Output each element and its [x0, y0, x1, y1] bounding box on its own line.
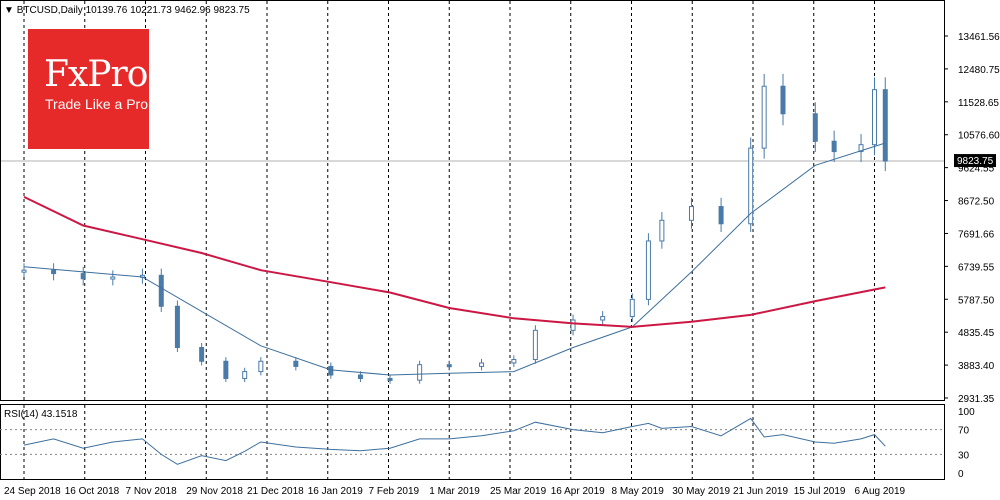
x-tick-label: 16 Apr 2019 [551, 486, 605, 497]
candle-body [258, 360, 264, 373]
rsi-levels [0, 429, 944, 455]
ma-slow-line [23, 195, 886, 328]
candle-body [872, 89, 877, 146]
rsi-axis: 100 70 30 0 [958, 407, 975, 480]
x-tick-label: 8 May 2019 [612, 486, 665, 497]
candle-body [532, 329, 538, 361]
candle-body [199, 347, 205, 362]
x-tick-label: 29 Nov 2018 [186, 486, 243, 497]
rsi-line [23, 417, 886, 465]
y-tick-label: 10576.60 [958, 131, 1000, 142]
rsi-tick-label: 0 [958, 469, 964, 480]
dropdown-triangle-icon[interactable]: ▼ [4, 5, 14, 16]
rsi-pane-frame [0, 404, 945, 480]
x-tick-label: 21 Jun 2019 [733, 486, 788, 497]
x-tick-label: 6 Aug 2019 [855, 486, 906, 497]
time-axis: 24 Sep 2018 16 Oct 2018 7 Nov 2018 29 Nov 2… [4, 486, 906, 497]
rsi-tick-label: 70 [958, 426, 970, 437]
y-tick-label: 5787.50 [958, 295, 995, 306]
y-tick-label: 11528.65 [958, 98, 999, 109]
candle-body [293, 360, 299, 367]
x-tick-label: 7 Feb 2019 [369, 486, 420, 497]
rsi-tick-label: 30 [958, 450, 970, 461]
current-price-label: 9823.75 [954, 154, 996, 168]
logo-tagline: Trade Like a Pro [45, 96, 148, 112]
candle-body [761, 85, 767, 149]
price-axis: 13461.56 12480.75 11528.65 10576.60 9624.55 8… [944, 32, 1000, 405]
candle-body [110, 276, 116, 280]
x-tick-label: 24 Sep 2018 [4, 486, 61, 497]
rsi-tick-label: 100 [958, 407, 975, 418]
y-tick-label: 2931.35 [958, 394, 995, 405]
symbol-label: BTCUSD,Daily [16, 5, 83, 16]
candle-body [328, 365, 334, 376]
candle-body [51, 269, 57, 275]
candle-body [629, 298, 635, 318]
candle-body [645, 240, 651, 300]
x-tick-label: 7 Nov 2018 [126, 486, 178, 497]
ma-fast-line [23, 142, 886, 376]
y-tick-label: 7691.66 [958, 229, 995, 240]
fxpro-logo: FxPro Trade Like a Pro [28, 29, 149, 149]
y-tick-label: 4835.45 [958, 328, 995, 339]
candle-body [80, 273, 86, 280]
candle-series [21, 73, 888, 384]
candle-body [748, 147, 754, 225]
x-tick-label: 30 May 2019 [672, 486, 730, 497]
x-tick-label: 16 Oct 2018 [65, 486, 120, 497]
symbol-header: ▼ BTCUSD,Daily 10139.76 10221.73 9462.96… [4, 5, 250, 17]
y-tick-label: 13461.56 [958, 32, 1000, 43]
ohlc-values: 10139.76 10221.73 9462.96 9823.75 [85, 5, 250, 16]
candle-body [357, 374, 363, 379]
candle-body [174, 305, 180, 349]
x-tick-label: 15 Jul 2019 [794, 486, 846, 497]
candle-body [446, 364, 452, 368]
y-tick-label: 6739.55 [958, 262, 995, 273]
candle-body [659, 219, 665, 242]
x-tick-label: 16 Jan 2019 [308, 486, 363, 497]
candle-body [223, 360, 229, 379]
rsi-label: RSI(14) 43.1518 [4, 409, 78, 420]
candle-body [479, 362, 485, 367]
candle-body [858, 144, 864, 153]
x-tick-label: 21 Dec 2018 [247, 486, 304, 497]
x-tick-label: 1 Mar 2019 [429, 486, 480, 497]
rsi-header: RSI(14) 43.1518 [4, 409, 77, 421]
candle-body [570, 319, 576, 331]
current-price-label-text: 9823.75 [957, 156, 994, 167]
candle-body [417, 364, 423, 381]
x-tick-label: 25 Mar 2019 [490, 486, 547, 497]
y-tick-label: 12480.75 [958, 65, 1000, 76]
current-price-label-box [954, 154, 996, 168]
y-tick-label: 8672.50 [958, 197, 995, 208]
candle-body [718, 206, 724, 225]
y-tick-label: 9624.55 [958, 164, 995, 175]
candle-body [600, 316, 606, 321]
candle-body [158, 274, 164, 307]
candle-body [831, 140, 837, 153]
candle-body [511, 359, 517, 364]
candle-body [21, 269, 27, 273]
candle-body [780, 85, 786, 115]
candle-body [882, 89, 888, 162]
y-tick-label: 3883.40 [958, 361, 995, 372]
logo-brand: FxPro [44, 54, 148, 95]
candle-body [387, 377, 393, 381]
candle-body [812, 113, 818, 142]
candle-body [688, 206, 694, 221]
candle-body [242, 371, 248, 379]
